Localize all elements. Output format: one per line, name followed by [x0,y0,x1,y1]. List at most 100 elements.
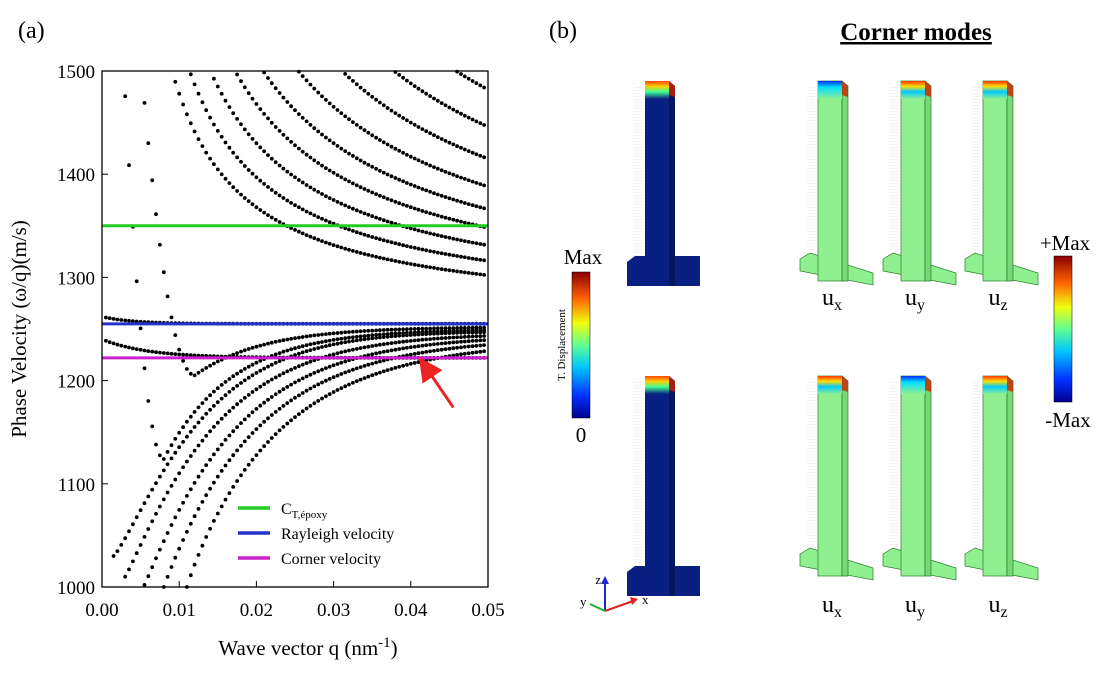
data-point [381,218,386,223]
data-point [459,335,463,339]
data-point [366,91,371,96]
data-point [123,344,128,349]
data-point [347,205,351,210]
data-point [235,189,240,193]
data-point [351,347,355,352]
data-point [142,348,147,353]
data-point [432,165,436,170]
data-point [439,251,444,256]
data-point [188,429,193,434]
data-point [146,494,151,499]
data-point [474,338,479,343]
data-point [462,330,467,335]
mode-label: ux [822,592,842,621]
data-point [405,244,409,249]
data-point [420,350,425,355]
data-point [416,207,421,212]
data-point [416,228,421,233]
data-point [327,138,332,143]
data-point [405,362,409,367]
data-point [320,367,324,372]
data-point [420,337,425,342]
data-point [412,338,417,343]
data-point [455,109,459,114]
pillar-render [627,81,700,286]
data-point [212,122,216,127]
data-point [173,515,178,520]
data-point [439,234,444,239]
data-point [119,343,124,348]
data-point [416,125,421,129]
data-point [354,379,359,383]
data-point [119,543,124,547]
data-point [408,327,413,331]
data-point [347,75,351,80]
data-point [273,375,278,380]
data-point [420,247,425,252]
data-point [246,132,251,137]
pillar-render [799,80,874,286]
data-point [219,134,224,139]
data-point [370,164,375,169]
data-point [447,216,452,221]
data-point [447,140,452,145]
data-point [420,209,425,213]
data-point [405,327,409,331]
data-point [289,336,293,341]
mode-labels: ux uy uz ux uy uz [822,285,1008,621]
colorbar-left: Max 0 T. Displacement [556,245,603,447]
data-point [366,253,371,257]
data-point [177,352,182,357]
data-point [266,76,270,80]
data-point [339,175,344,180]
mode-label: uy [905,592,925,621]
data-point [393,259,398,263]
data-point [366,353,371,358]
data-point [370,133,375,138]
data-point [277,163,282,168]
data-point [242,367,247,371]
data-point [242,196,247,200]
data-point [142,535,147,539]
data-point [293,336,297,341]
data-point [185,529,189,534]
data-point [297,335,301,340]
data-point [408,205,413,210]
data-point [327,220,332,225]
data-point [208,526,213,531]
data-point [432,331,436,336]
data-point [420,326,425,331]
data-point [381,256,386,261]
data-point [250,171,255,176]
data-point [200,368,205,373]
data-point [231,453,236,458]
data-point [424,332,429,336]
data-point [154,212,158,217]
data-point [200,438,205,443]
data-point [389,108,394,113]
data-point [447,105,452,110]
data-point [339,372,344,376]
data-point [393,334,398,338]
data-point [428,231,432,236]
data-point [273,190,278,195]
data-point [269,395,274,399]
pillar-render [799,375,874,581]
data-point [246,462,251,467]
data-point [235,425,240,429]
data-point [408,262,413,266]
data-point [389,240,394,245]
data-point [443,103,448,108]
x-tick-label: 0.00 [85,600,118,621]
data-point [316,129,321,134]
data-point [320,94,324,99]
data-point [269,120,274,125]
data-point [177,347,182,352]
data-point [285,169,290,174]
data-point [327,392,332,396]
data-point [246,393,251,397]
mode-label: uy [905,285,925,314]
data-point [474,272,479,276]
data-point [212,480,216,485]
data-point [470,256,475,261]
